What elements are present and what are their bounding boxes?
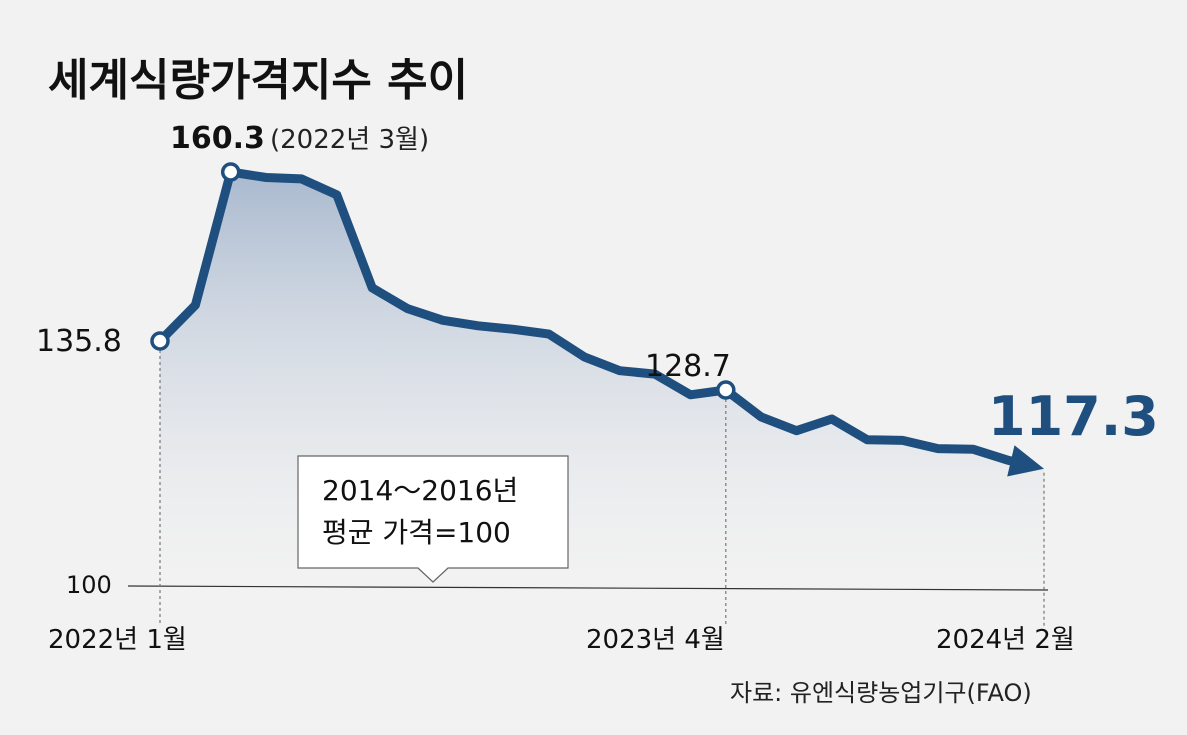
series-area xyxy=(160,172,1044,588)
x-label-mid: 2023년 4월 xyxy=(586,625,725,655)
series-line xyxy=(155,167,1020,467)
baseline-100 xyxy=(127,585,1049,591)
baseline-label: 100 xyxy=(66,571,112,599)
label-last: 117.3 xyxy=(988,385,1159,448)
x-label-last: 2024년 2월 xyxy=(936,625,1075,655)
note-box-frame xyxy=(297,455,569,583)
label-peak-note: (2022년 3월) xyxy=(270,125,429,155)
marker-mid xyxy=(716,380,736,400)
note-box: 2014～2016년 평균 가격=100 xyxy=(297,455,569,583)
marker-first xyxy=(150,331,170,351)
line-arrow-head xyxy=(1007,445,1044,477)
marker-peak xyxy=(220,162,241,182)
chart-title: 세계식량가격지수 추이 xyxy=(48,55,468,106)
label-peak: 160.3 xyxy=(170,121,265,156)
note-line-1: 2014～2016년 xyxy=(322,474,518,507)
source-note: 자료: 유엔식량농업기구(FAO) xyxy=(730,679,1032,707)
x-label-first: 2022년 1월 xyxy=(48,625,187,655)
label-first: 135.8 xyxy=(36,324,122,359)
note-line-2: 평균 가격=100 xyxy=(322,516,511,549)
label-mid: 128.7 xyxy=(645,349,731,384)
